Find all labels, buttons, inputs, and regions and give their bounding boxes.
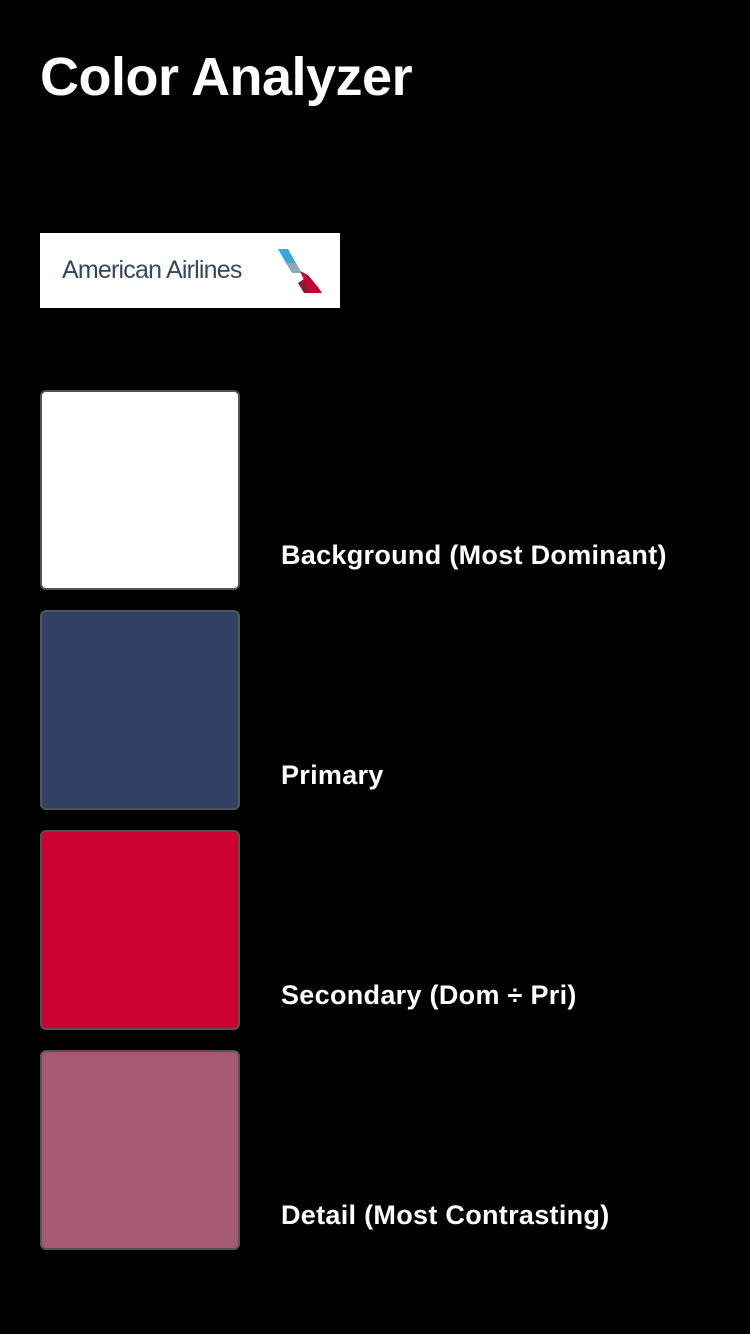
swatch-row-detail: Detail (Most Contrasting)	[40, 1050, 710, 1250]
swatch-row-secondary: Secondary (Dom ÷ Pri)	[40, 830, 710, 1030]
secondary-color-label: Secondary (Dom ÷ Pri)	[281, 980, 577, 1010]
background-color-swatch	[40, 390, 240, 590]
primary-color-swatch	[40, 610, 240, 810]
detail-color-swatch	[40, 1050, 240, 1250]
swatch-row-primary: Primary	[40, 610, 710, 810]
swatch-row-background: Background (Most Dominant)	[40, 390, 710, 590]
background-color-label: Background (Most Dominant)	[281, 540, 667, 570]
american-airlines-flight-symbol-icon	[278, 249, 322, 293]
analyzed-logo-image: American Airlines	[40, 233, 340, 308]
detail-color-label: Detail (Most Contrasting)	[281, 1200, 610, 1230]
page-title: Color Analyzer	[40, 47, 413, 107]
primary-color-label: Primary	[281, 760, 384, 790]
logo-wordmark: American Airlines	[62, 256, 242, 284]
secondary-color-swatch	[40, 830, 240, 1030]
